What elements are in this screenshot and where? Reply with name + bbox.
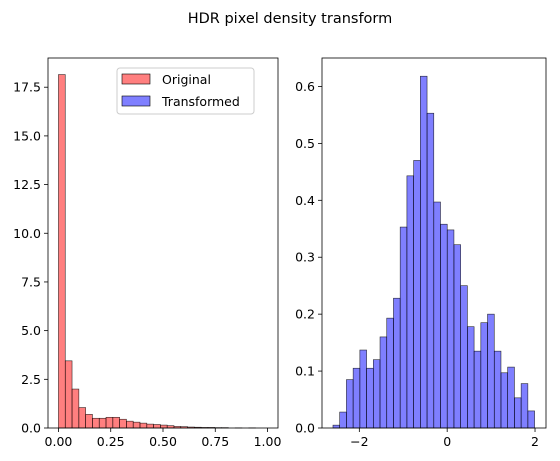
original-bar <box>85 414 93 429</box>
original-y-tick-label: 10.0 <box>13 226 41 241</box>
transformed-x-tick-label: 0 <box>443 434 451 449</box>
original-bar <box>78 407 86 429</box>
transformed-y-tick-label: 0.0 <box>295 421 315 436</box>
original-y-tick-label: 2.5 <box>21 372 41 387</box>
transformed-y-tick-label: 0.4 <box>295 193 315 208</box>
transformed-bar <box>507 366 515 429</box>
transformed-axes-ticks: −2 0 2 0.0 0.1 0.2 0.3 0.4 0.5 0.6 <box>295 79 539 449</box>
original-bar <box>105 416 114 429</box>
transformed-bar <box>406 175 414 429</box>
transformed-y-tick-label: 0.2 <box>295 307 315 322</box>
original-bar <box>64 360 73 429</box>
transformed-bar <box>393 297 401 429</box>
transformed-bar <box>366 367 374 429</box>
transformed-bar <box>386 317 394 429</box>
transformed-bar <box>420 75 428 429</box>
original-y-tick-label: 0.0 <box>21 421 41 436</box>
transformed-axes-frame <box>321 57 547 429</box>
transformed-bar <box>453 244 461 429</box>
original-bar <box>112 416 120 429</box>
legend-label-transformed: Transformed <box>161 94 240 109</box>
original-y-tick-label: 17.5 <box>13 80 41 95</box>
original-bar <box>98 417 107 429</box>
original-y-tick-label: 12.5 <box>13 177 41 192</box>
transformed-bar <box>514 397 522 429</box>
original-x-tick-label: 0.75 <box>201 434 229 449</box>
transformed-x-tick-label: 2 <box>531 434 539 449</box>
transformed-histogram-bars <box>332 75 535 429</box>
legend-swatch-original <box>121 73 151 85</box>
transformed-bar <box>332 424 341 429</box>
original-bar <box>153 424 161 429</box>
original-x-tick-label: 1.00 <box>254 434 282 449</box>
transformed-y-tick-label: 0.5 <box>295 136 315 151</box>
transformed-bar <box>399 226 408 429</box>
original-bar <box>146 423 154 429</box>
transformed-bar <box>500 372 509 429</box>
transformed-bar <box>487 313 495 429</box>
legend: Original Transformed <box>116 67 255 115</box>
transformed-bar <box>493 350 502 429</box>
transformed-bar <box>372 359 381 429</box>
transformed-bar <box>460 285 468 429</box>
original-bar <box>92 417 100 429</box>
original-bar <box>126 420 134 429</box>
original-histogram-axes: 0.00 0.25 0.50 0.75 1.00 0.0 2.5 5.0 7.5 10.0 12.5… <box>13 57 282 449</box>
transformed-bar <box>473 350 482 429</box>
figure-title: HDR pixel density transform <box>188 11 393 27</box>
transformed-histogram-axes: −2 0 2 0.0 0.1 0.2 0.3 0.4 0.5 0.6 <box>295 57 547 449</box>
transformed-bar <box>426 112 435 429</box>
original-x-tick-label: 0.50 <box>149 434 177 449</box>
transformed-bar <box>339 411 347 429</box>
original-y-tick-label: 15.0 <box>13 128 41 143</box>
transformed-bar <box>433 201 441 429</box>
original-bar <box>160 424 168 429</box>
original-y-tick-label: 5.0 <box>21 323 41 338</box>
original-bar <box>119 418 127 429</box>
transformed-bar <box>346 379 354 429</box>
transformed-y-tick-label: 0.1 <box>295 364 315 379</box>
legend-swatch-transformed <box>121 95 151 107</box>
transformed-bar <box>480 322 488 429</box>
original-y-tick-label: 7.5 <box>21 274 41 289</box>
transformed-bar <box>446 229 455 429</box>
original-x-tick-label: 0.25 <box>97 434 125 449</box>
transformed-bar <box>467 326 475 429</box>
original-bar <box>132 421 141 429</box>
transformed-x-tick-label: −2 <box>350 434 368 449</box>
original-bar <box>139 422 148 429</box>
transformed-bar <box>379 336 388 429</box>
transformed-bar <box>352 367 361 429</box>
transformed-bar <box>527 410 535 429</box>
original-bar <box>71 388 80 429</box>
transformed-y-tick-label: 0.3 <box>295 250 315 265</box>
transformed-y-tick-label: 0.6 <box>295 79 315 94</box>
transformed-bar <box>520 383 529 429</box>
original-bar <box>58 74 66 429</box>
transformed-bar <box>440 223 448 429</box>
legend-label-original: Original <box>162 72 211 87</box>
transformed-bar <box>413 160 421 429</box>
transformed-bar <box>359 349 367 429</box>
legend-box <box>116 67 255 115</box>
original-x-tick-label: 0.00 <box>45 434 73 449</box>
original-axes-ticks: 0.00 0.25 0.50 0.75 1.00 0.0 2.5 5.0 7.5 10.0 12.5… <box>13 80 281 449</box>
